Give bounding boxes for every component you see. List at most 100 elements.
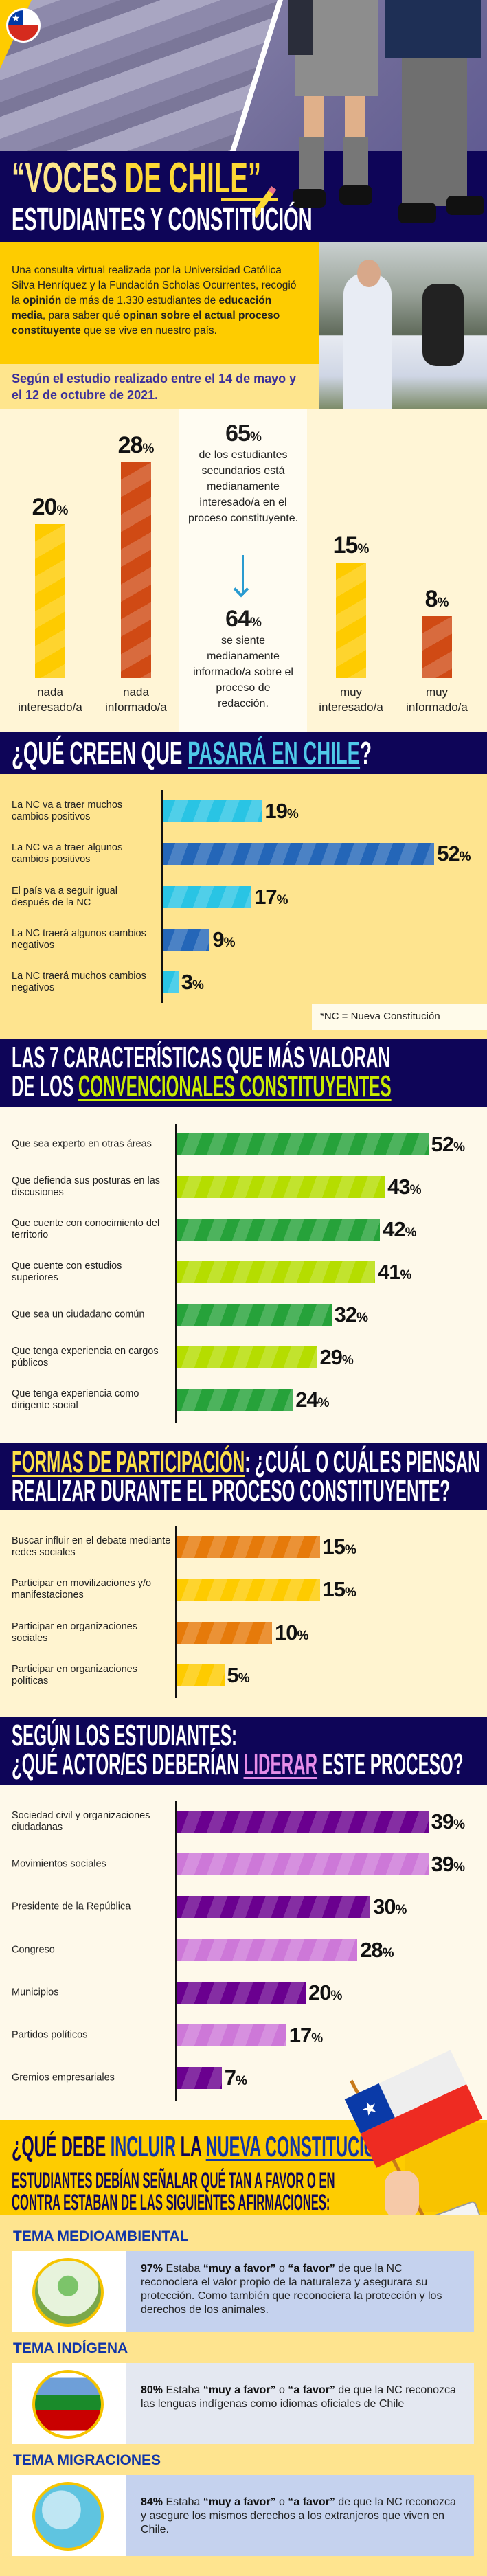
tema-image [12,2475,126,2556]
chart-row: Municipios 20% [0,1980,487,2004]
title-part2: DE CHILE” [124,155,262,202]
header-line2: ¿QUÉ ACTOR/ES DEBERÍAN [12,1748,244,1781]
header-highlight: FORMAS DE PARTICIPACIÓN [12,1445,245,1479]
category-label: Que defienda sus posturas en las discusi… [12,1175,161,1198]
data-label: 52% [437,841,471,866]
intro-segment: opinión [23,295,62,306]
header-text-end: ? [360,735,372,771]
header-text: ¿QUÉ CREEN QUE [12,735,188,771]
center-bottom-value: 64% [225,606,262,632]
data-label: 15% [322,1577,356,1602]
students-walking-photo [319,242,487,409]
data-label: 41% [378,1260,412,1284]
main-title: “VOCES DE CHILE” [12,157,414,201]
data-label: 7% [224,2066,247,2090]
tema-heading: TEMA MIGRACIONES [13,2452,161,2468]
bar [163,971,179,994]
chart-row: Movimientos sociales 39% [0,1852,487,1877]
chart-row: Buscar influir en el debate mediante red… [0,1535,487,1559]
bar [177,1853,429,1876]
bar [163,843,435,866]
bar [422,616,452,678]
bar [163,885,252,908]
header-highlight: CONVENCIONALES CONSTITUYENTES [78,1070,392,1103]
chart-row: El país va a seguir igual después de la … [0,885,487,909]
bar [177,1981,306,2004]
data-label: 39% [431,1852,465,1877]
tema-heading: TEMA INDÍGENA [13,2340,128,2356]
intro-segment: opinan sobre el actual proceso constituy… [12,310,280,337]
header-highlight: LIDERAR [243,1748,318,1781]
intro-segment: de más de 1.330 estudiantes de [61,295,219,306]
category-label: La NC va a traer muchos cambios positivo… [12,800,123,822]
arrow-down-icon [242,555,244,595]
category-label: Que cuente con estudios superiores [12,1261,122,1283]
category-label: Movimientos sociales [12,1858,106,1870]
category-label: Partidos políticos [12,2029,88,2041]
bar [121,462,151,678]
data-label: 19% [264,799,299,823]
tema-heading: TEMA MEDIOAMBIENTAL [13,2228,189,2244]
bar [177,1896,370,1919]
data-label: 9% [212,927,236,951]
data-label: 29% [319,1345,354,1369]
category-label: Buscar influir en el debate mediante red… [12,1535,171,1558]
chart-row: Que cuente con conocimiento del territor… [0,1217,487,1241]
constitution-title: ¿QUÉ DEBE INCLUIR LA NUEVA CONSTITUCIÓN? [12,2130,398,2162]
tema-text: 97% Estaba “muy a favor” o “a favor” de … [126,2251,474,2332]
subtitle-line1: ESTUDIANTES DEBÍAN SEÑALAR QUÉ TAN A FAV… [12,2168,335,2193]
category-label: Participar en organizaciones sociales [12,1620,137,1644]
data-label: 20% [308,1980,343,2004]
bar [163,928,210,951]
tema-image [12,2251,126,2332]
intro-segment: , para saber qué [42,310,124,321]
axis-line [175,1801,177,2101]
center-bottom-text: se siente medianamente informado/a sobre… [193,635,293,710]
bar [177,1133,429,1155]
chart-row: Gremios empresariales 7% [0,2066,487,2090]
category-label: Participar en movilizaciones y/o manifes… [12,1578,152,1601]
data-label: 28% [360,1937,394,1962]
bar [177,1811,429,1833]
title-underline [221,198,278,201]
data-label: 20% [32,494,69,520]
bar [177,1261,376,1283]
title-part1: “VOCES [12,155,125,202]
chart-row: Partidos políticos 17% [0,2023,487,2047]
data-label: 24% [295,1388,330,1412]
category-label: El país va a seguir igual después de la … [12,885,117,908]
data-label: 30% [373,1895,407,1919]
data-label: 5% [227,1662,250,1687]
intro-segment: Una consulta virtual realizada por la Un… [12,264,297,306]
chart-row: Participar en movilizaciones y/o manifes… [0,1577,487,1602]
subtitle-text: ESTUDIANTES Y CONSTITUCIÓN [12,201,313,237]
tema-text: 80% Estaba “muy a favor” o “a favor” de … [126,2363,474,2444]
category-label: Que cuente con conocimiento del territor… [12,1218,160,1241]
chart-row: Que sea un ciudadano común 32% [0,1302,487,1326]
category-label: La NC traerá algunos cambios negativos [12,927,146,951]
chart-row: Que tenga experiencia en cargos públicos… [0,1345,487,1369]
intro-panel [0,242,319,364]
bar [35,524,65,678]
migration-illustration-icon [32,2482,104,2551]
chart-row: La NC va a traer muchos cambios positivo… [0,799,487,823]
category-label: Participar en organizaciones políticas [12,1663,137,1686]
category-label: nada interesado/a [18,686,82,714]
data-label: 17% [288,2023,324,2047]
bar [177,1536,320,1558]
data-label: 52% [431,1132,465,1156]
environment-illustration-icon [32,2258,104,2327]
section-header-traits: LAS 7 CARACTERÍSTICAS QUE MÁS VALORAN DE … [0,1039,487,1107]
footnote: *NC = Nueva Constitución [312,1004,487,1030]
chart-row: Que sea experto en otras áreas 52% [0,1132,487,1156]
constitution-subtitle: ESTUDIANTES DEBÍAN SEÑALAR QUÉ TAN A FAV… [12,2169,487,2213]
chart-row: La NC traerá algunos cambios negativos 9% [0,927,487,951]
center-bottom-stat: 64% se siente medianamente informado/a s… [179,606,307,712]
bar [177,1621,272,1644]
axis-line [175,1526,177,1698]
header-line1: LAS 7 CARACTERÍSTICAS QUE MÁS VALORAN [12,1041,390,1074]
bar [177,1664,225,1686]
category-label: muy interesado/a [319,686,383,714]
data-label: 15% [332,532,370,558]
section-header-leaders: SEGÚN LOS ESTUDIANTES: ¿QUÉ ACTOR/ES DEBE… [0,1717,487,1785]
